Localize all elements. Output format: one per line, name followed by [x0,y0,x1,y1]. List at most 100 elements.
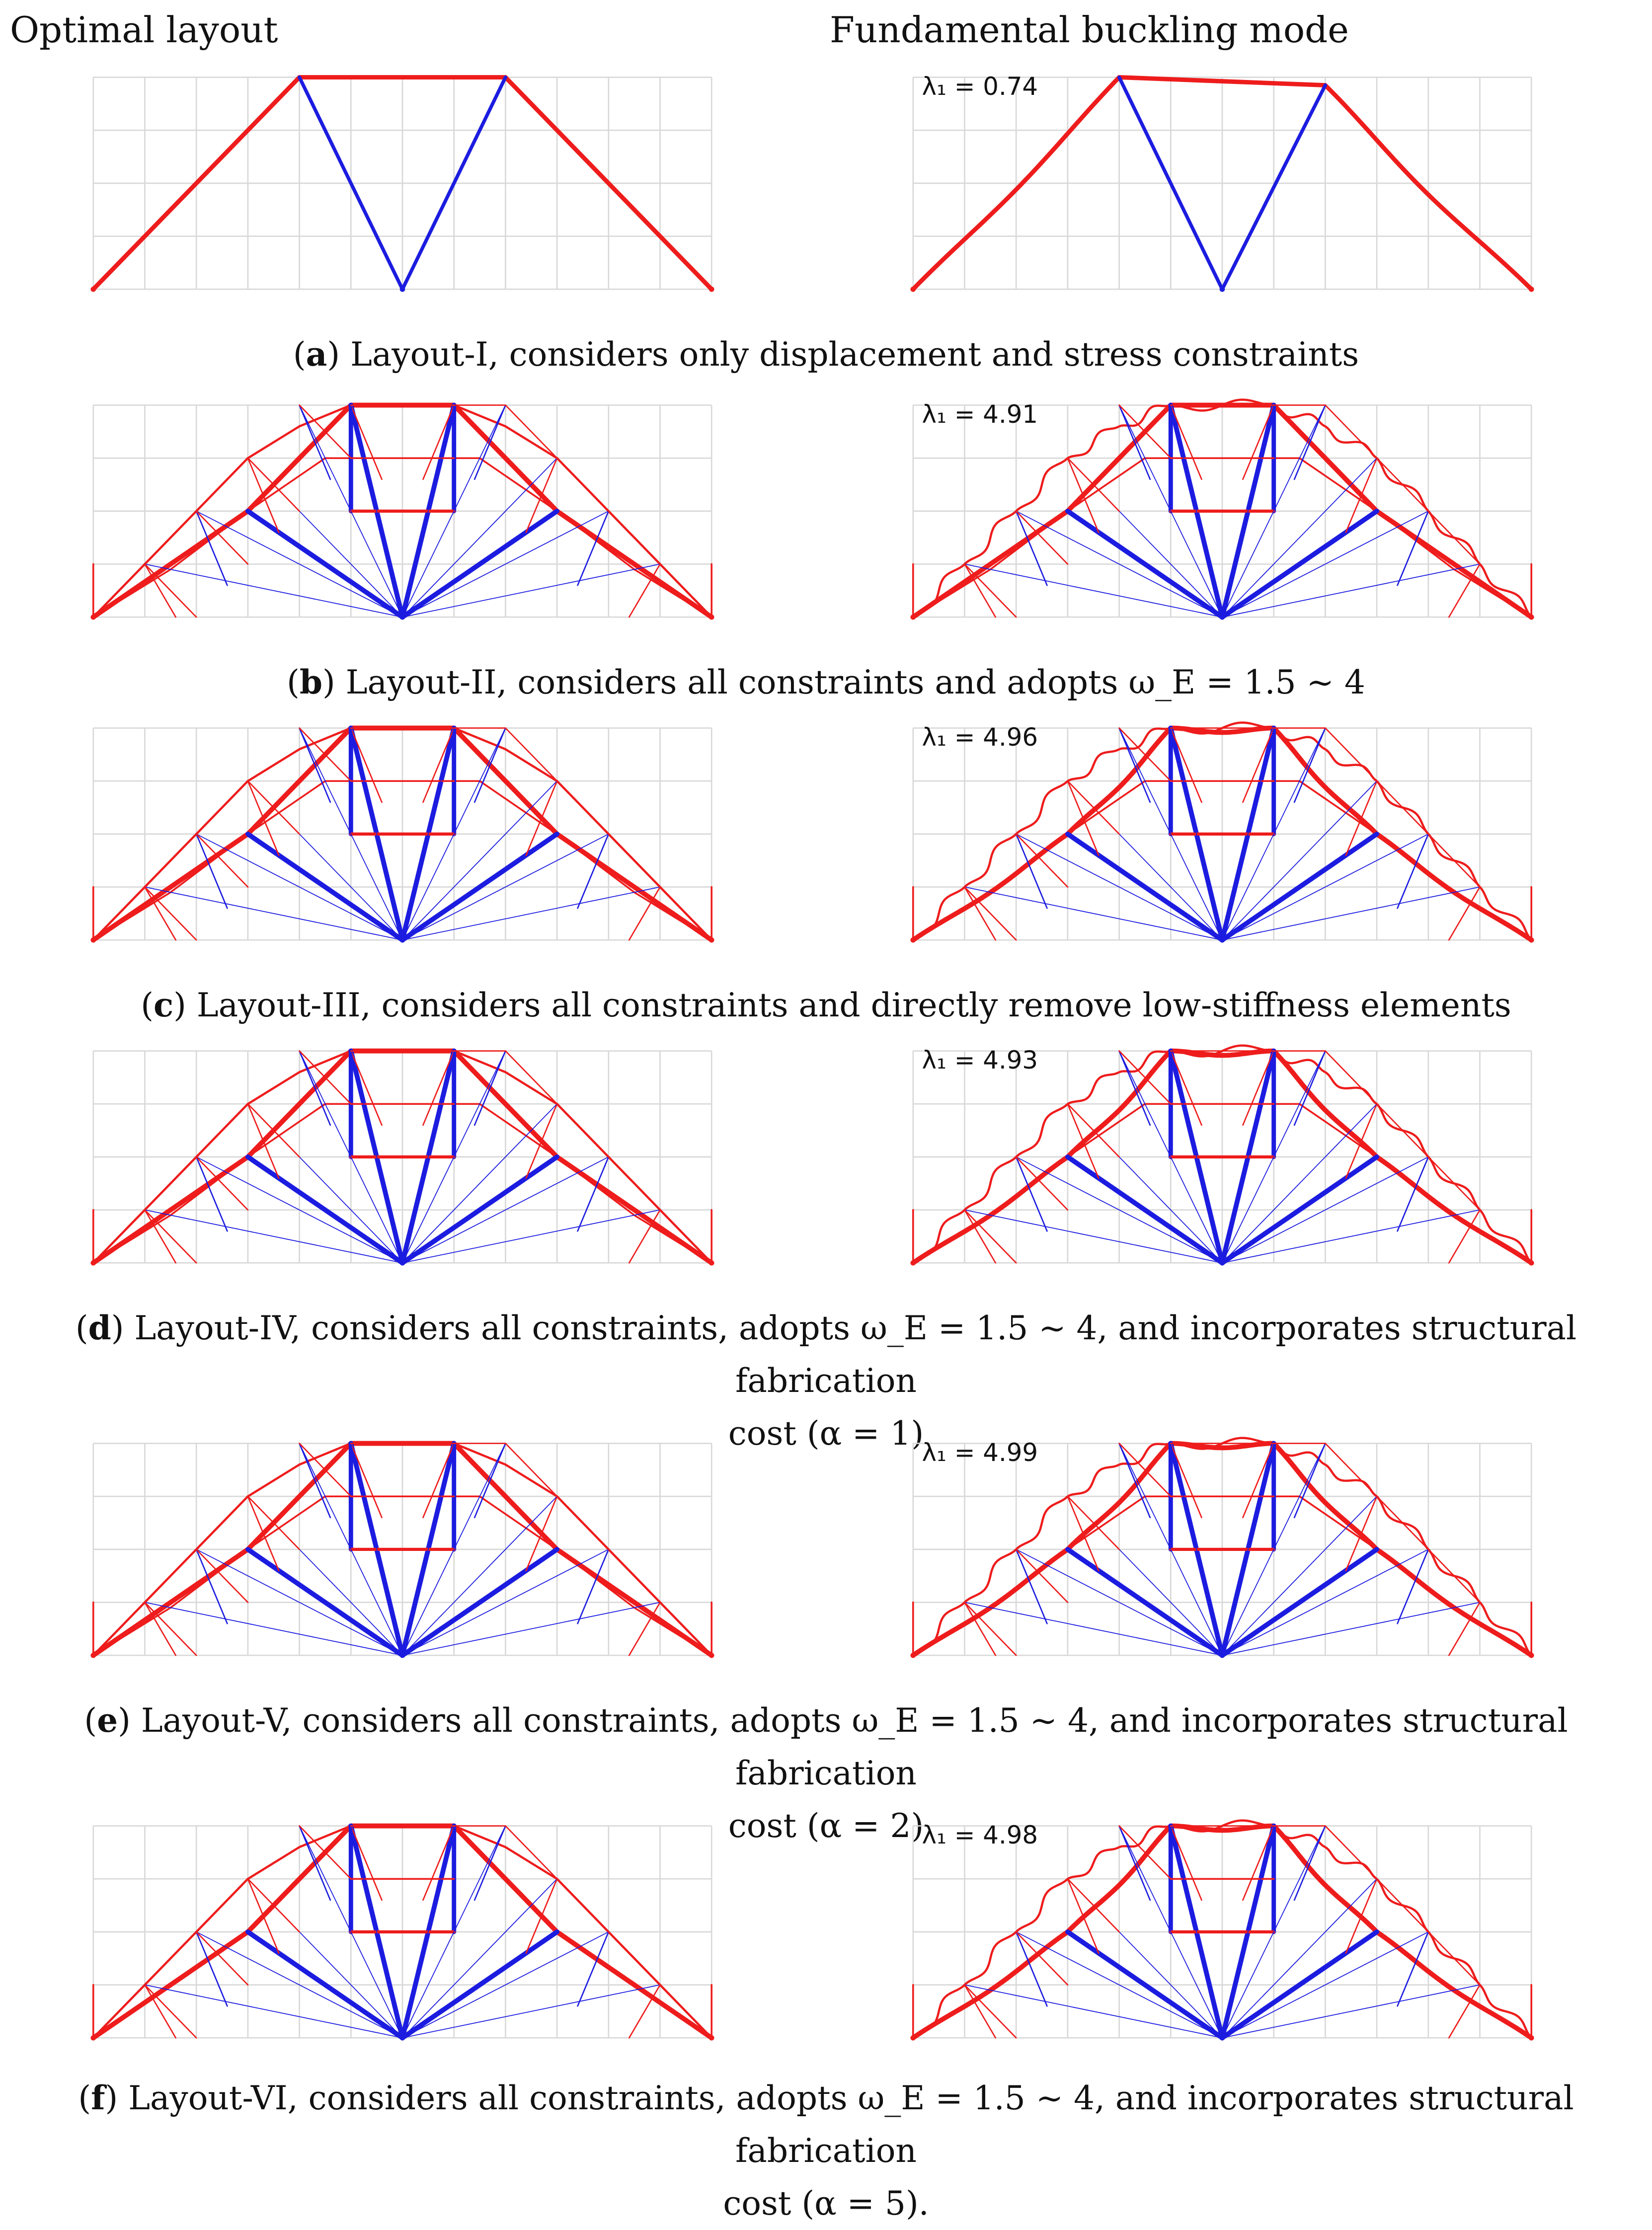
support-node [910,937,916,943]
outer-chord [195,457,249,513]
web-member [350,1825,403,2039]
web-member [195,1548,228,1624]
web-member [577,1931,610,2007]
support-node [399,2035,405,2041]
web-member [964,1984,1223,2039]
bracing [1067,780,1120,835]
bracing [299,1050,352,1105]
tension-member [400,76,507,291]
inner-chord [478,457,558,512]
web-member [1067,780,1100,856]
web-member [1345,780,1378,856]
caption-f: (f) Layout-VI, considers all constraints… [0,2072,1652,2230]
web-member [1016,1549,1223,1656]
inner-chord [989,1156,1069,1216]
web-member [299,1825,331,1901]
main-arch [451,725,559,837]
web-member [964,1602,997,1656]
tension-member [1220,83,1327,291]
main-arch [245,1048,354,1159]
tension-fan [400,1929,559,2041]
web-member [1397,510,1429,586]
bracing [505,404,558,459]
bracing [608,510,661,565]
outer-chord [144,510,198,565]
bracing [195,510,249,565]
web-member [402,1549,609,1656]
caption-tag: e [97,1701,118,1740]
web-member [144,1209,403,1264]
caption-line: (f) Layout-VI, considers all constraints… [78,2078,1574,2170]
inner-chord [169,1156,249,1216]
web-member [525,457,558,533]
inner-chord [912,568,992,618]
support-node [708,937,714,943]
web-member [964,886,997,941]
web-member [473,1050,506,1126]
support-node [399,1260,405,1266]
support-node [910,286,916,292]
support-node [90,1260,96,1266]
web-member [350,404,383,480]
web-member [350,1825,383,1901]
web-member [1293,1825,1326,1901]
web-member [1118,1443,1151,1519]
web-member [1345,1103,1378,1179]
web-member [577,1548,610,1624]
inner-chord [1067,780,1146,835]
web-member [402,834,609,941]
web-member [402,1878,557,2039]
outer-chord [1015,457,1069,512]
web-member [402,1825,455,2039]
outer-chord [246,1846,301,1880]
inner-chord [633,568,712,618]
web-member [1067,457,1100,533]
web-member [247,1495,280,1571]
web-member [350,727,403,941]
main-arch [1375,1929,1533,2040]
web-member [1293,404,1326,480]
bracing [144,886,197,941]
bracing [1067,1103,1120,1158]
main-arch [554,1929,714,2041]
tension-fan [1220,832,1379,943]
caption-line: (c) Layout-III, considers all constraint… [141,986,1511,1024]
bracing [247,1495,300,1550]
bracing [964,563,1017,618]
support-node [910,1652,916,1658]
outer-chord [1479,563,1532,618]
web-member [1222,1443,1274,1656]
main-arch [90,1929,250,2041]
bracing [247,1878,300,1933]
bracing [1427,1156,1481,1211]
inner-chord [1376,510,1455,570]
web-member [299,727,331,803]
bracing [195,1931,249,1986]
web-member [1242,404,1275,480]
web-member [196,511,403,618]
tension-fan [400,1547,559,1658]
web-member [1222,1878,1377,2039]
main-arch [1065,402,1174,514]
bracing [1015,833,1069,888]
bracing [505,1050,558,1105]
main-arch [245,725,354,837]
bracing [1325,1050,1378,1105]
bracing [247,457,300,512]
main-arch [451,1048,559,1159]
main-arch [1272,726,1379,836]
web-member [144,1209,177,1264]
panel-f-left [90,1823,714,2041]
support-node [399,286,405,292]
web-member [473,1825,506,1901]
bracing [1067,457,1120,512]
caption-e: (e) Layout-V, considers all constraints,… [0,1694,1652,1852]
web-member [1118,1050,1151,1126]
grid-lines [912,77,1532,290]
main-arch [245,1441,354,1552]
panel-b-right: λ₁ = 4.91 [910,398,1534,620]
outer-chord [963,833,1017,888]
web-member [1015,1931,1048,2007]
web-member [402,1443,455,1656]
main-arch [451,1441,559,1552]
